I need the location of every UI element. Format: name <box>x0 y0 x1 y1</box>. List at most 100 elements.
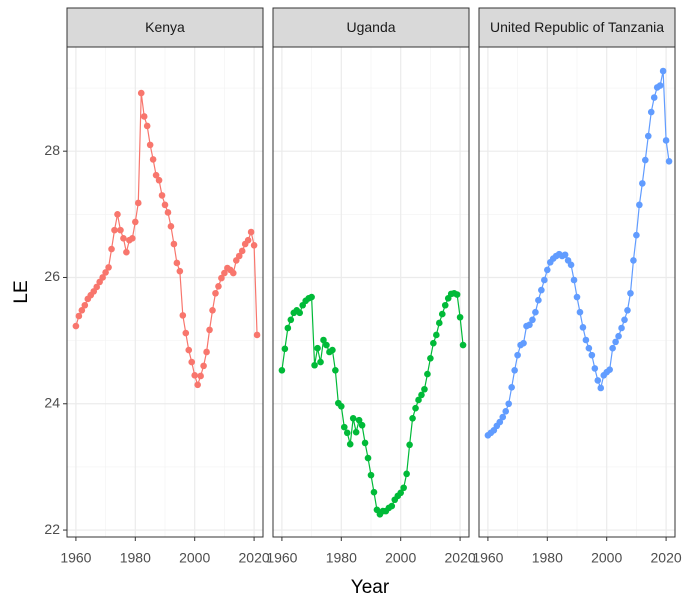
point <box>639 180 646 187</box>
point <box>209 307 216 314</box>
strip-label: Uganda <box>346 19 395 35</box>
point <box>149 156 157 163</box>
point <box>155 176 163 184</box>
strip-label: United Republic of Tanzania <box>490 19 664 35</box>
point <box>146 141 154 149</box>
strip <box>478 7 676 48</box>
point <box>358 421 366 429</box>
point <box>230 269 237 277</box>
point <box>453 291 461 298</box>
point <box>340 423 348 431</box>
point <box>421 385 428 393</box>
x-tick-label: 1980 <box>532 550 563 566</box>
point <box>132 218 139 226</box>
point <box>415 396 422 404</box>
point <box>281 345 289 353</box>
point <box>505 400 512 408</box>
point <box>250 241 258 249</box>
point <box>361 439 369 447</box>
point <box>158 192 166 199</box>
point <box>367 471 375 479</box>
point <box>633 231 640 239</box>
point <box>114 211 121 218</box>
y-tick-label: 28 <box>44 142 60 158</box>
point <box>284 324 292 332</box>
strip <box>272 7 470 48</box>
point <box>573 293 581 301</box>
point <box>412 404 419 412</box>
point <box>636 201 643 209</box>
point <box>105 264 112 271</box>
point <box>529 316 536 324</box>
x-tick-label: 1960 <box>60 550 91 566</box>
point <box>203 348 210 356</box>
point <box>311 361 318 369</box>
strip <box>66 7 264 48</box>
point <box>343 429 351 437</box>
point <box>400 484 407 492</box>
strip-label: Kenya <box>145 19 185 35</box>
point <box>152 171 160 179</box>
point <box>247 228 255 236</box>
point <box>179 312 187 319</box>
point <box>346 440 354 448</box>
point <box>194 381 201 389</box>
point <box>502 408 510 415</box>
point <box>170 240 178 248</box>
point <box>535 296 542 304</box>
point <box>427 355 434 362</box>
point <box>647 108 655 116</box>
point <box>621 316 628 324</box>
point <box>161 201 169 209</box>
x-tick-label: 1960 <box>266 550 297 566</box>
point <box>630 257 637 264</box>
point <box>526 321 533 329</box>
point <box>541 276 548 284</box>
point <box>320 336 327 344</box>
point <box>594 377 602 384</box>
point <box>120 235 127 242</box>
point <box>188 358 196 366</box>
point <box>185 346 193 354</box>
point <box>388 502 396 510</box>
point <box>582 336 590 344</box>
point <box>665 157 673 165</box>
x-tick-label: 2020 <box>239 550 270 566</box>
x-tick-label: 1960 <box>472 550 503 566</box>
point <box>567 261 575 269</box>
point <box>496 418 504 426</box>
point <box>561 251 569 259</box>
point <box>597 384 605 392</box>
x-tick-label: 2020 <box>445 550 476 566</box>
point <box>349 414 357 422</box>
point <box>508 384 515 391</box>
point <box>75 312 83 320</box>
point <box>656 82 664 89</box>
point <box>117 226 124 234</box>
point <box>370 488 378 496</box>
point <box>609 344 616 352</box>
point <box>108 245 115 253</box>
y-tick-label: 26 <box>44 268 60 284</box>
point <box>200 362 207 370</box>
point <box>618 324 625 332</box>
point <box>81 301 89 309</box>
point <box>143 122 151 130</box>
point <box>317 358 324 366</box>
point <box>221 269 228 277</box>
point <box>129 235 136 242</box>
point <box>532 308 539 316</box>
point <box>538 286 545 294</box>
x-tick-label: 2000 <box>179 550 210 566</box>
point <box>197 372 204 380</box>
point <box>332 366 339 374</box>
point <box>364 454 372 462</box>
point <box>624 307 631 314</box>
point <box>123 248 130 256</box>
point <box>176 267 184 275</box>
point <box>99 274 106 281</box>
point <box>134 199 142 207</box>
point <box>436 319 443 327</box>
point <box>111 226 118 234</box>
point <box>499 413 507 421</box>
